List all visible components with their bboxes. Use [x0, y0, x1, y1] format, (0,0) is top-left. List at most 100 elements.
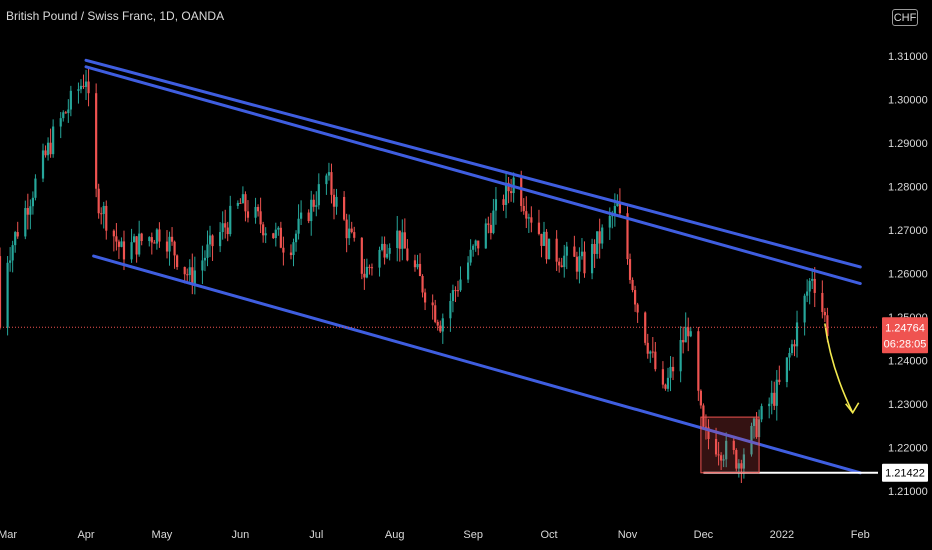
candle-body	[477, 240, 480, 249]
candle-body	[456, 290, 460, 292]
candle-body	[14, 232, 17, 246]
candle-body	[423, 292, 427, 303]
candle-body	[297, 218, 300, 234]
candle-body	[256, 206, 260, 212]
candle-body	[140, 233, 143, 242]
candle-body	[631, 279, 634, 291]
candle-body	[664, 384, 667, 389]
candle-body	[84, 81, 88, 87]
candle-body	[272, 233, 275, 239]
price-axis-tick: 1.24000	[888, 356, 928, 368]
candle-body	[613, 206, 616, 216]
currency-button[interactable]: CHF	[892, 9, 918, 26]
candle-body	[406, 248, 409, 261]
candle-body	[236, 202, 239, 206]
candle-body	[0, 256, 2, 328]
candle-body	[176, 255, 179, 267]
candle-body	[201, 260, 204, 271]
candle-body	[618, 203, 622, 214]
candle-body	[416, 263, 419, 268]
candle-body	[226, 227, 229, 235]
price-axis-tick: 1.21000	[888, 486, 928, 498]
time-axis-tick: Jul	[309, 529, 323, 541]
candle-body	[454, 290, 457, 292]
candle-body	[565, 246, 568, 256]
drawings-layer	[0, 58, 878, 475]
candle-body	[525, 211, 528, 219]
candle-body	[449, 300, 452, 319]
candle-body	[669, 366, 672, 378]
candle-body	[224, 223, 227, 228]
candle-body	[11, 245, 14, 261]
time-axis-tick: Aug	[385, 529, 405, 541]
candle-body	[292, 242, 295, 256]
candle-body	[9, 260, 12, 263]
candle-body	[282, 247, 285, 253]
candle-body	[795, 322, 799, 347]
candle-body	[590, 243, 594, 274]
support-price-label: 1.21422	[885, 468, 925, 480]
candle-body	[133, 236, 136, 243]
candle-body	[611, 215, 614, 217]
candle-body	[41, 150, 45, 179]
candle-body	[722, 459, 725, 461]
time-axis-tick: 2022	[770, 529, 794, 541]
candle-body	[717, 454, 720, 456]
candle-body	[616, 203, 619, 207]
candle-body	[79, 85, 83, 90]
time-axis-tick: Feb	[851, 529, 870, 541]
candle-body	[785, 357, 789, 383]
candle-body	[472, 245, 475, 250]
candle-body	[752, 418, 756, 426]
candle-body	[97, 188, 100, 214]
candle-body	[34, 178, 37, 198]
candle-body	[165, 241, 169, 252]
candle-body	[421, 276, 424, 293]
candle-body	[601, 227, 604, 244]
candle-body	[52, 126, 55, 155]
candle-body	[206, 244, 209, 258]
candle-body	[537, 222, 541, 234]
candle-body	[183, 266, 186, 275]
candle-body	[773, 392, 776, 406]
candle-body	[808, 280, 811, 292]
forecast-arrow-head	[845, 402, 860, 415]
candle-body	[95, 93, 98, 189]
candle-body	[737, 463, 740, 469]
candle-body	[203, 257, 207, 261]
candle-body	[102, 205, 105, 214]
candle-body	[335, 196, 338, 207]
candle-body	[790, 344, 794, 354]
candle-body	[520, 177, 523, 206]
candle-body	[219, 232, 222, 247]
time-axis[interactable]: Mar Apr May Jun Jul Aug Sep Oct Nov Dec 2022 Feb	[0, 529, 870, 541]
candle-body	[666, 377, 670, 389]
candle-body	[560, 265, 563, 268]
candle-body	[26, 208, 29, 215]
candle-body	[153, 242, 156, 244]
candle-body	[100, 213, 103, 215]
candle-body	[264, 233, 267, 236]
candle-body	[735, 449, 738, 469]
candle-body	[208, 235, 212, 245]
candle-body	[732, 440, 735, 450]
candle-body	[755, 418, 758, 438]
candle-body	[583, 251, 586, 274]
candle-body	[46, 142, 50, 156]
candle-body	[380, 243, 384, 250]
candle-body	[451, 290, 455, 301]
candle-body	[793, 344, 796, 347]
candle-body	[555, 238, 558, 262]
candle-body	[64, 112, 67, 114]
candle-body	[522, 205, 525, 212]
candle-body	[327, 172, 331, 176]
candle-body	[312, 199, 315, 207]
candle-body	[699, 390, 702, 406]
candle-body	[530, 217, 533, 223]
support-price-tag	[882, 463, 928, 482]
candle-body	[383, 243, 386, 258]
candle-body	[345, 219, 348, 239]
candle-body	[294, 233, 298, 243]
price-axis[interactable]: 1.31000 1.30000 1.29000 1.28000 1.27000 1.260…	[888, 51, 928, 498]
